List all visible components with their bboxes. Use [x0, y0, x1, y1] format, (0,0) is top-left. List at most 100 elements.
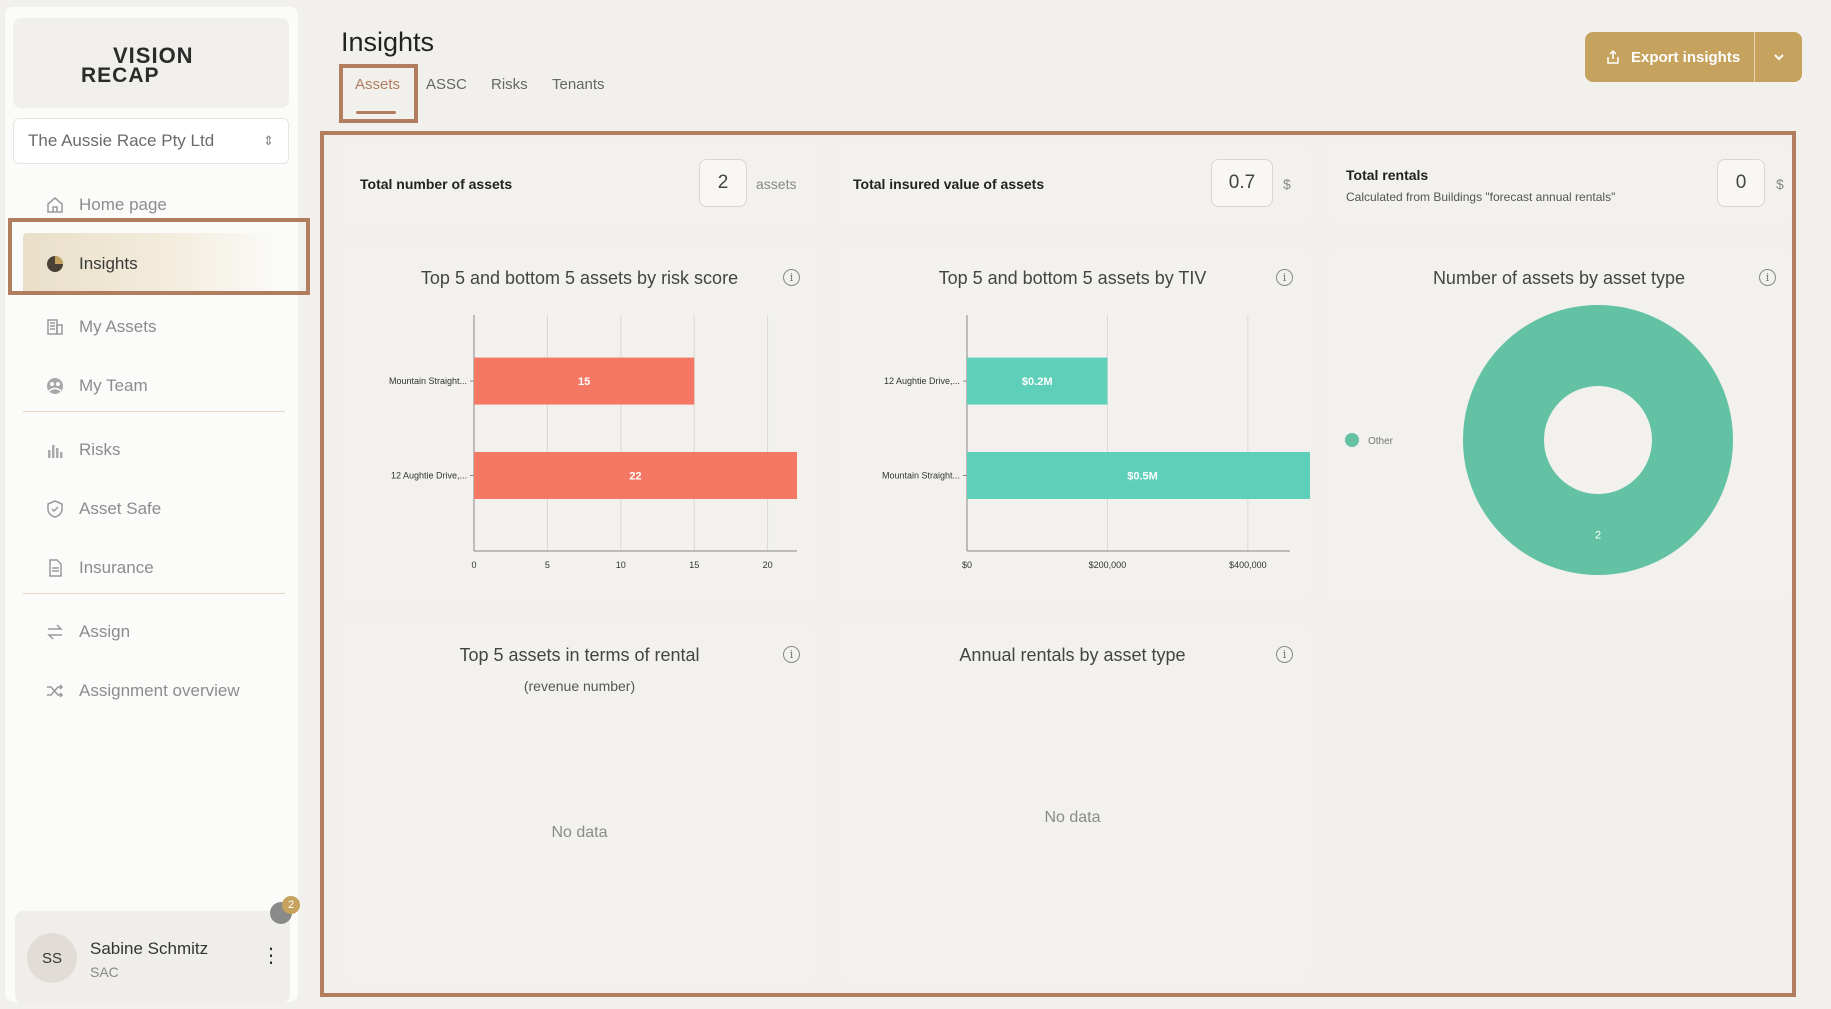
tab-tenants[interactable]: Tenants [552, 76, 605, 93]
chart-title: Top 5 and bottom 5 assets by risk score [420, 268, 739, 288]
logo[interactable]: VISION RECAP [13, 18, 289, 108]
document-icon [49, 559, 62, 577]
sidebar-item-insurance[interactable]: Insurance [23, 546, 283, 590]
export-insights-label: Export insights [1631, 48, 1741, 66]
user-name: Sabine Schmitz [90, 939, 209, 958]
legend-label: Other [1368, 436, 1394, 447]
sidebar-item-asset-safe[interactable]: Asset Safe [23, 487, 283, 531]
highlight-box-assets-tab [339, 64, 418, 123]
sidebar-item-label: Assignment overview [79, 681, 240, 700]
info-icon[interactable]: i [783, 269, 800, 286]
stat-value: 0.7 [1211, 159, 1273, 207]
sidebar-item-label: Insurance [79, 558, 154, 577]
x-tick-label: 20 [763, 560, 773, 570]
notification-badge: 2 [282, 896, 300, 914]
stat-unit: assets [756, 176, 797, 192]
user-card[interactable]: SS Sabine Schmitz SAC ⋮ [15, 911, 290, 1003]
more-vertical-icon[interactable]: ⋮ [261, 945, 281, 967]
chart-card-risk-score: Top 5 and bottom 5 assets by risk score … [342, 245, 817, 605]
tab-risks[interactable]: Risks [491, 76, 528, 93]
chart-card-annual-rentals: Annual rentals by asset type i No data [835, 623, 1310, 983]
organisation-select[interactable]: The Aussie Race Pty Ltd ⇕ [13, 118, 289, 164]
sidebar-item-assign[interactable]: Assign [23, 610, 283, 654]
shuffle-icon [47, 684, 64, 698]
bar-data-label: 22 [629, 470, 641, 482]
sidebar-item-label: Risks [79, 440, 121, 459]
x-tick-label: $400,000 [1229, 560, 1267, 570]
bar [474, 357, 695, 405]
stat-card-total-rentals: Total rentals Calculated from Buildings … [1328, 140, 1790, 226]
sidebar-item-insights[interactable]: Insights [23, 233, 283, 295]
stat-label: Total number of assets [360, 176, 513, 192]
y-tick-label: Mountain Straight... [389, 376, 467, 386]
stat-label: Total rentals [1346, 167, 1429, 183]
sidebar-item-label: Asset Safe [79, 499, 162, 518]
page-title: Insights [341, 27, 435, 57]
x-tick-label: 15 [689, 560, 699, 570]
chart-title: Number of assets by asset type [1432, 268, 1686, 288]
y-tick-label: Mountain Straight... [882, 470, 960, 480]
info-icon[interactable]: i [783, 646, 800, 663]
asset-type-donut-chart: 2 Other [1345, 305, 1733, 575]
chart-subtitle: (revenue number) [523, 678, 636, 694]
highlight-box-insights [8, 218, 310, 295]
tab-assets[interactable]: Assets [355, 76, 401, 93]
pie-chart-icon [47, 256, 63, 272]
chart-title: Top 5 assets in terms of rental [459, 645, 700, 665]
info-icon[interactable]: i [1759, 269, 1776, 286]
sidebar-item-my-team[interactable]: My Team [23, 364, 283, 408]
building-icon [47, 319, 63, 335]
chart-card-asset-type: Number of assets by asset type i 2 Other [1328, 245, 1790, 605]
tab-active-indicator [356, 111, 396, 114]
x-tick-label: 0 [471, 560, 476, 570]
sidebar-item-risks[interactable]: Risks [23, 428, 283, 472]
organisation-select-value: The Aussie Race Pty Ltd [28, 131, 215, 150]
tiv-bar-chart: $0 $200,000 $400,000 12 Aughtie Drive,... $0… [882, 315, 1310, 570]
home-icon [47, 197, 63, 213]
bar-data-label: $0.5M [1127, 470, 1158, 482]
bar-data-label: $0.2M [1022, 376, 1053, 388]
stat-value: 2 [699, 159, 747, 207]
team-icon [47, 378, 63, 394]
logo-line-2: RECAP [81, 64, 160, 87]
sidebar-item-label: My Team [79, 376, 148, 395]
y-tick-label: 12 Aughtie Drive,... [884, 376, 960, 386]
stat-label: Total insured value of assets [853, 176, 1045, 192]
no-data-text: No data [551, 824, 608, 841]
chevron-up-down-icon: ⇕ [263, 133, 274, 148]
bar-data-label: 15 [578, 376, 590, 388]
stat-value: 0 [1717, 159, 1765, 207]
risk-score-bar-chart: 0 5 10 15 20 Mountain Straight... 15 12 Aughtie… [389, 315, 797, 570]
sidebar-item-label: My Assets [79, 317, 157, 336]
sidebar-item-assignment-overview[interactable]: Assignment overview [23, 669, 283, 713]
info-icon[interactable]: i [1276, 646, 1293, 663]
sidebar-item-label: Insights [79, 254, 138, 273]
legend-marker [1345, 433, 1359, 447]
info-icon[interactable]: i [1276, 269, 1293, 286]
no-data-text: No data [1044, 809, 1101, 826]
bar [967, 357, 1108, 405]
y-tick-label: 12 Aughtie Drive,... [391, 470, 467, 480]
x-tick-label: 5 [545, 560, 550, 570]
chart-card-rental: Top 5 assets in terms of rental (revenue… [342, 623, 817, 983]
stat-card-total-insured-value: Total insured value of assets 0.7 $ [835, 140, 1310, 226]
export-insights-button[interactable]: Export insights [1585, 32, 1802, 82]
nav-divider [23, 593, 285, 594]
chart-title: Annual rentals by asset type [959, 645, 1186, 665]
export-dropdown-button[interactable] [1754, 32, 1802, 82]
tab-assc[interactable]: ASSC [426, 76, 467, 93]
sidebar-item-label: Assign [79, 622, 131, 641]
x-tick-label: $0 [962, 560, 972, 570]
stat-card-total-assets: Total number of assets 2 assets [342, 140, 817, 226]
share-icon [1607, 49, 1619, 64]
x-tick-label: 10 [616, 560, 626, 570]
user-role: SAC [90, 964, 119, 980]
bar-chart-icon [48, 445, 63, 458]
sidebar-item-home-page[interactable]: Home page [23, 183, 283, 227]
stat-sub: Calculated from Buildings "forecast annu… [1346, 190, 1616, 204]
nav-divider [23, 411, 285, 412]
sidebar-item-my-assets[interactable]: My Assets [23, 305, 283, 349]
shield-icon [47, 500, 63, 518]
logo-line-1: VISION [113, 43, 194, 68]
pie-slice [1463, 305, 1733, 575]
